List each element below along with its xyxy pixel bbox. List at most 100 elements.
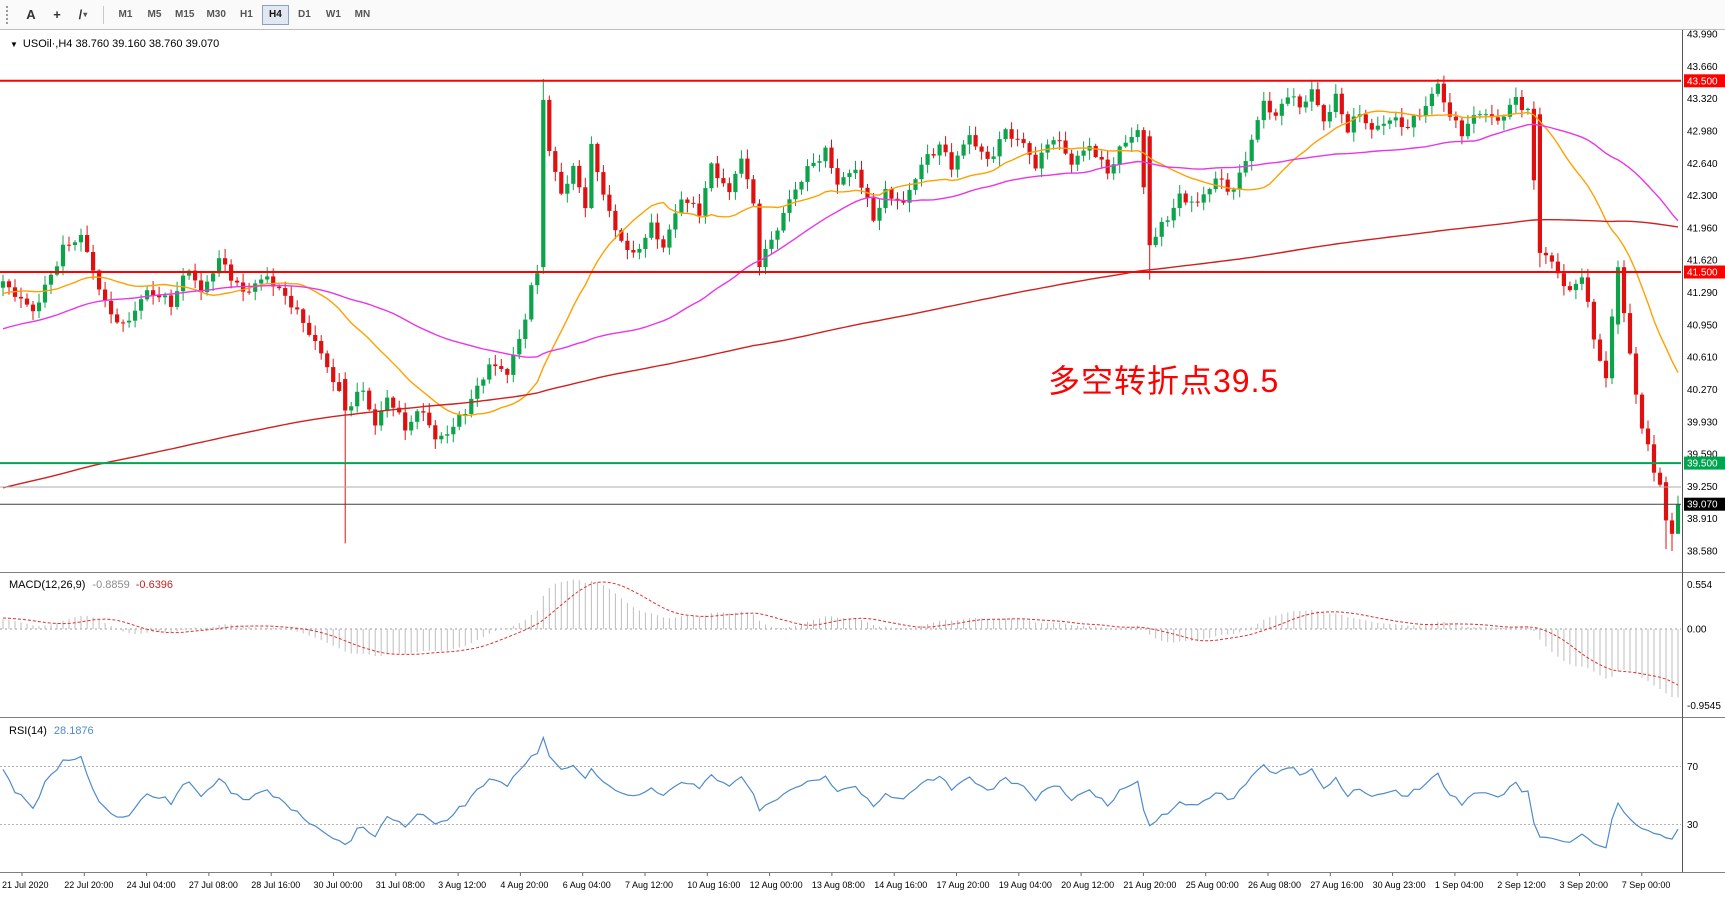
candle-body [1579, 277, 1584, 284]
macd-axis-label: 0.00 [1687, 625, 1707, 636]
candle-body [193, 270, 198, 281]
candle-body [649, 222, 654, 238]
candle-body [793, 189, 798, 200]
candle-body [1195, 201, 1200, 203]
candle-body [1537, 114, 1542, 253]
price-axis-label: 42.640 [1687, 159, 1718, 170]
macd-axis-label: 0.554 [1687, 580, 1712, 591]
timeframe-button-m30[interactable]: M30 [201, 5, 230, 25]
price-badge [1684, 456, 1725, 470]
text-tool-icon: A [26, 7, 36, 22]
timeframe-button-m5[interactable]: M5 [141, 5, 168, 25]
time-axis-label: 10 Aug 16:00 [687, 880, 740, 890]
time-axis-label: 30 Jul 00:00 [314, 880, 363, 890]
candle-body [1477, 114, 1482, 116]
time-axis-label: 7 Aug 12:00 [625, 880, 673, 890]
price-axis[interactable]: 43.990 43.660 43.320 42.980 42.640 42.300 41.9… [1684, 30, 1725, 558]
time-axis[interactable]: 21 Jul 2020 22 Jul 20:00 24 Jul 04:00 27 Ju… [2, 873, 1670, 890]
candle-body [1261, 100, 1266, 121]
price-axis-label: 43.320 [1687, 94, 1718, 105]
candle-body [247, 291, 252, 293]
macd-signal-value: -0.6396 [135, 579, 174, 591]
candle-body [775, 230, 780, 240]
timeframe-button-h4[interactable]: H4 [261, 4, 289, 25]
candle-body [409, 421, 414, 431]
timeframe-button-mn[interactable]: MN [349, 5, 376, 25]
grip-icon[interactable] [6, 5, 11, 24]
price-badge-label: 41.500 [1687, 267, 1718, 278]
candle-body [271, 276, 276, 287]
time-axis-label: 27 Aug 16:00 [1310, 880, 1363, 890]
candle-body [1057, 140, 1062, 142]
time-axis-label: 12 Aug 00:00 [750, 880, 803, 890]
candle-body [30, 304, 36, 312]
price-axis-label: 42.980 [1687, 126, 1718, 137]
price-badge-label: 39.500 [1687, 459, 1718, 470]
candle-body [115, 314, 120, 323]
candle-body [1063, 140, 1068, 154]
candle-body [631, 250, 636, 253]
candle-body [1657, 472, 1663, 485]
candle-body [175, 291, 180, 307]
candle-body [1363, 114, 1368, 124]
candle-body [48, 274, 54, 285]
candle-body [1531, 108, 1536, 181]
candle-body [283, 288, 288, 296]
candle-body [1009, 129, 1014, 139]
candle-body [685, 199, 690, 203]
crosshair-tool-button[interactable]: + [45, 4, 69, 26]
candle-body [565, 183, 570, 194]
candle-body [931, 154, 936, 156]
candle-body [1591, 301, 1596, 340]
candle-body [1093, 145, 1098, 157]
time-axis-label: 24 Jul 04:00 [127, 880, 176, 890]
candle-body [439, 435, 444, 440]
candles-layer [0, 75, 1681, 551]
candle-body [859, 169, 864, 188]
price-axis-label: 40.950 [1687, 320, 1718, 331]
timeframe-button-m1[interactable]: M1 [112, 5, 139, 25]
candle-body [139, 299, 144, 311]
candle-body [871, 198, 876, 221]
annotation-text[interactable]: 多空转折点39.5 [1048, 363, 1280, 399]
candle-body [1003, 129, 1008, 140]
line-studies-button[interactable]: / ▾ [71, 4, 95, 26]
candle-body [751, 179, 756, 204]
candle-body [157, 295, 162, 298]
candle-body [121, 322, 126, 324]
candle-body [1603, 360, 1609, 379]
candle-body [1381, 123, 1386, 126]
timeframe-button-h1[interactable]: H1 [233, 5, 260, 25]
candle-body [1207, 189, 1212, 195]
timeframe-button-d1[interactable]: D1 [291, 5, 318, 25]
candle-body [781, 212, 786, 231]
candle-body [1051, 140, 1056, 145]
price-axis-label: 40.610 [1687, 353, 1718, 364]
candle-body [1399, 117, 1404, 127]
chart-title: ▼ USOil·,H4 38.760 39.160 38.760 39.070 [10, 38, 219, 50]
text-tool-button[interactable]: A [19, 4, 43, 26]
candle-body [97, 270, 102, 290]
candle-body [211, 273, 216, 282]
candle-body [523, 319, 528, 339]
candle-body [1411, 115, 1416, 128]
candle-body [1507, 104, 1512, 117]
candle-body [1027, 143, 1032, 155]
macd-signal-line [2, 581, 1679, 686]
candle-body [769, 239, 774, 249]
timeframe-button-m15[interactable]: M15 [170, 5, 199, 25]
candle-body [1117, 146, 1122, 165]
price-axis-label: 43.660 [1687, 62, 1718, 73]
candle-body [313, 335, 318, 341]
candle-body [655, 222, 660, 240]
candle-body [1525, 108, 1530, 110]
candle-body [109, 301, 114, 315]
candle-body [1675, 504, 1681, 534]
candle-body [265, 276, 270, 280]
timeframe-button-w1[interactable]: W1 [320, 5, 347, 25]
candle-body [1123, 142, 1128, 147]
candle-body [1333, 93, 1338, 112]
candle-body [853, 169, 858, 174]
